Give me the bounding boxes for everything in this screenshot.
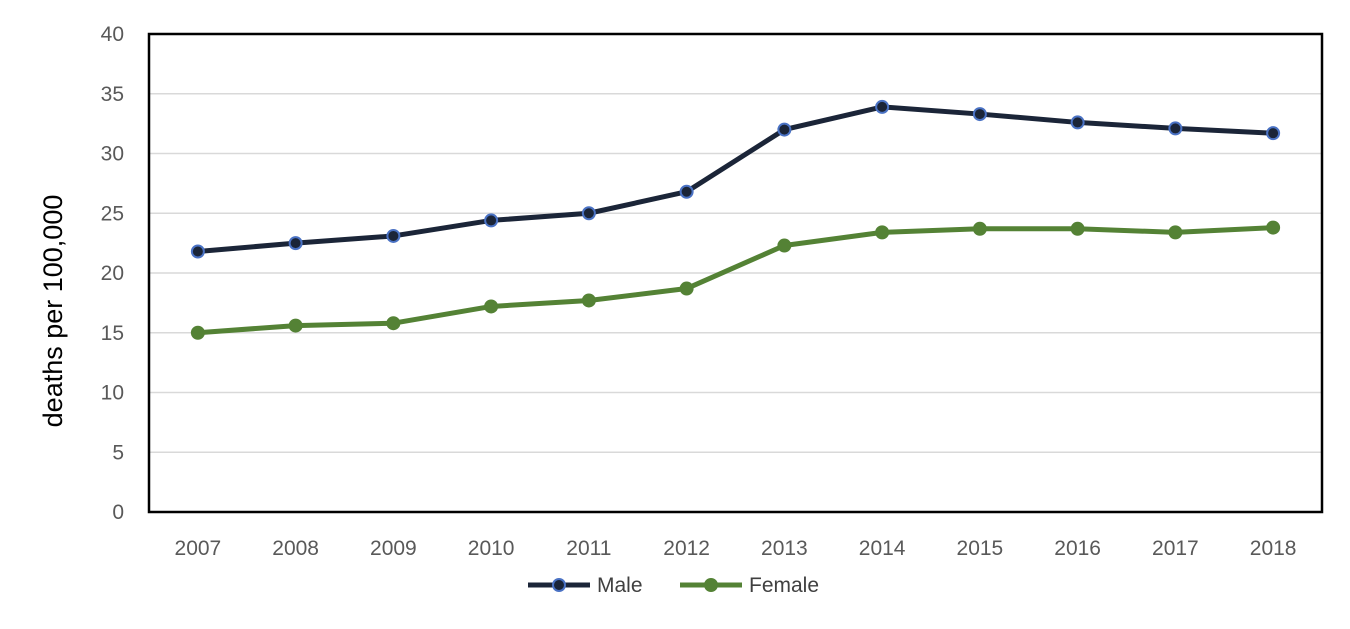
data-point bbox=[972, 107, 987, 122]
legend-label: Male bbox=[597, 574, 643, 597]
data-point bbox=[288, 236, 303, 251]
x-tick-label: 2012 bbox=[663, 537, 710, 560]
y-tick-label: 10 bbox=[101, 382, 124, 405]
legend: Male Female bbox=[528, 574, 819, 597]
data-point bbox=[679, 281, 694, 296]
x-tick-labels: 2007 2008 2009 2010 2011 2012 2013 2014 2015 2016… bbox=[175, 537, 1297, 560]
data-point bbox=[484, 299, 499, 314]
x-tick-label: 2008 bbox=[272, 537, 319, 560]
data-point bbox=[777, 122, 792, 137]
y-tick-label: 40 bbox=[101, 23, 124, 46]
data-point bbox=[777, 238, 792, 253]
y-tick-label: 0 bbox=[112, 501, 124, 524]
data-point bbox=[875, 99, 890, 114]
x-tick-label: 2009 bbox=[370, 537, 417, 560]
x-tick-label: 2013 bbox=[761, 537, 808, 560]
x-tick-label: 2018 bbox=[1250, 537, 1297, 560]
y-tick-label: 15 bbox=[101, 322, 124, 345]
data-point bbox=[972, 221, 987, 236]
legend-marker bbox=[704, 578, 718, 592]
y-tick-label: 25 bbox=[101, 202, 124, 225]
legend-item-male: Male bbox=[528, 574, 643, 597]
data-point bbox=[679, 184, 694, 199]
data-point bbox=[386, 228, 401, 243]
series-line bbox=[195, 104, 1276, 254]
x-tick-label: 2014 bbox=[859, 537, 906, 560]
data-point bbox=[386, 316, 401, 331]
data-point bbox=[1070, 221, 1085, 236]
series bbox=[190, 99, 1281, 340]
y-tick-label: 35 bbox=[101, 83, 124, 106]
series-line bbox=[195, 225, 1276, 336]
data-point bbox=[288, 318, 303, 333]
gridlines bbox=[149, 93, 1322, 453]
series-female bbox=[190, 220, 1281, 340]
data-point bbox=[190, 325, 205, 340]
x-tick-label: 2016 bbox=[1054, 537, 1101, 560]
x-tick-label: 2007 bbox=[175, 537, 222, 560]
data-point bbox=[484, 213, 499, 228]
data-point bbox=[1266, 126, 1281, 141]
data-point bbox=[190, 244, 205, 259]
y-tick-label: 20 bbox=[101, 262, 124, 285]
data-point bbox=[1266, 220, 1281, 235]
y-axis-title: deaths per 100,000 bbox=[38, 195, 68, 428]
series-male bbox=[190, 99, 1281, 259]
x-tick-label: 2011 bbox=[566, 537, 611, 560]
legend-item-female: Female bbox=[680, 574, 819, 597]
y-tick-label: 30 bbox=[101, 143, 124, 166]
data-point bbox=[1168, 225, 1183, 240]
y-tick-label: 5 bbox=[112, 441, 124, 464]
plot-frame bbox=[147, 32, 1324, 514]
legend-label: Female bbox=[749, 574, 819, 597]
data-point bbox=[875, 225, 890, 240]
legend-marker bbox=[552, 578, 566, 592]
data-point bbox=[581, 293, 596, 308]
x-tick-label: 2017 bbox=[1152, 537, 1199, 560]
y-tick-labels: 0 5 10 15 20 25 30 35 40 bbox=[101, 23, 124, 524]
data-point bbox=[581, 206, 596, 221]
x-tick-label: 2010 bbox=[468, 537, 515, 560]
axes bbox=[147, 32, 1324, 514]
data-point bbox=[1168, 121, 1183, 136]
x-tick-label: 2015 bbox=[957, 537, 1004, 560]
data-point bbox=[1070, 115, 1085, 130]
